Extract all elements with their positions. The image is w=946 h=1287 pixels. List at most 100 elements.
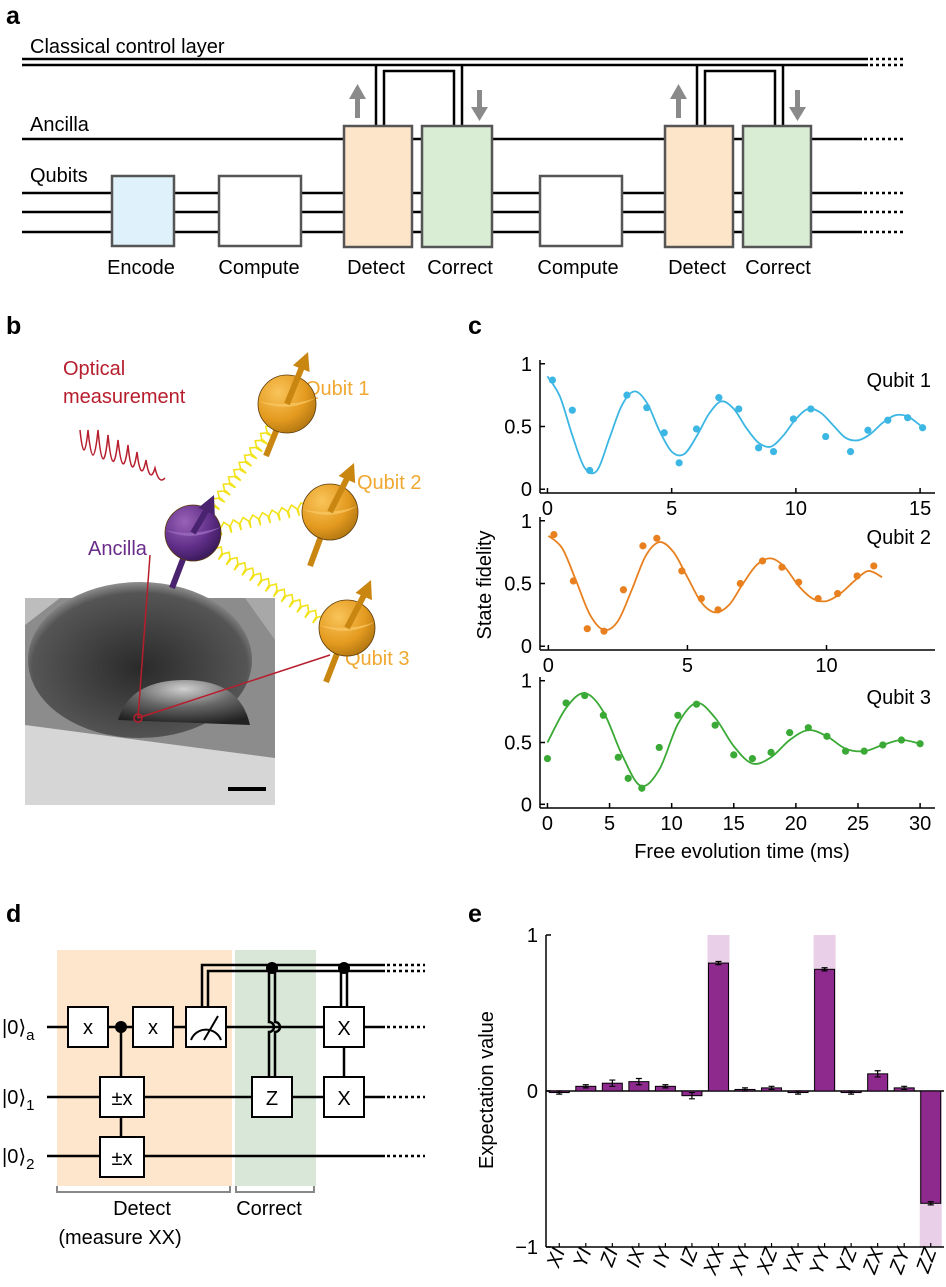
data-point <box>623 391 631 399</box>
bracket <box>56 1186 231 1193</box>
gate-label: x <box>83 1017 93 1039</box>
data-point <box>624 774 632 782</box>
x-tick-label: YX <box>779 1245 809 1278</box>
control-dot <box>266 962 278 974</box>
data-point <box>789 415 797 423</box>
panel-labels: a b c d e <box>6 2 482 928</box>
ket-text: |0⟩ <box>2 1017 26 1039</box>
data-point <box>653 534 661 542</box>
error-bar <box>901 1085 908 1091</box>
detect-note: (measure XX) <box>58 1227 181 1249</box>
data-point <box>778 563 786 571</box>
data-point <box>822 432 830 441</box>
data-point <box>735 405 743 413</box>
series-label: Qubit 2 <box>867 527 931 549</box>
arrow <box>471 107 488 121</box>
y-tick-label: 1 <box>521 671 532 693</box>
data-point <box>884 416 892 424</box>
data-point <box>879 741 887 749</box>
y-tick-label: 0 <box>527 1081 538 1103</box>
data-point <box>916 740 924 748</box>
y-tick-label: 0 <box>521 636 532 658</box>
qubit-label: Qubit 1 <box>305 378 369 400</box>
spin-arrow <box>284 362 307 406</box>
spin-arrow <box>327 472 352 514</box>
box-label: Correct <box>745 257 811 279</box>
box-label: Encode <box>107 257 175 279</box>
data-point <box>643 404 651 412</box>
data-point <box>897 736 906 744</box>
gate <box>323 1006 365 1048</box>
ancilla-label: Ancilla <box>88 538 148 560</box>
spin-head <box>355 580 372 601</box>
data-point <box>675 459 683 467</box>
x-tick-label: 30 <box>909 813 931 835</box>
data-point <box>758 557 767 565</box>
error-bar <box>821 967 828 972</box>
error-bar <box>715 960 722 966</box>
error-bar <box>768 1085 775 1091</box>
error-bar <box>582 1084 589 1089</box>
x-tick-label: XX <box>699 1245 729 1279</box>
x-tick-label: 0 <box>542 813 553 835</box>
panel-label: b <box>6 312 21 340</box>
data-point <box>674 711 682 719</box>
panel-label: e <box>468 900 482 928</box>
spin-band <box>302 506 358 515</box>
data-point <box>834 589 842 598</box>
box-label: Detect <box>668 257 726 279</box>
coupling <box>209 546 326 624</box>
panel-a: Classical control layer Ancilla Qubits E… <box>22 36 904 279</box>
error-bar <box>556 1090 563 1095</box>
data-point <box>755 444 763 452</box>
data-point <box>543 754 552 763</box>
box <box>342 124 414 249</box>
data-point <box>614 753 622 761</box>
data-point <box>730 751 738 759</box>
error-bar <box>635 1077 642 1086</box>
x-tick-label: 15 <box>909 498 931 520</box>
series-label: Qubit 3 <box>867 687 931 709</box>
meter-icon <box>190 1015 222 1041</box>
data-point <box>714 606 722 614</box>
gate-label: Z <box>266 1088 278 1110</box>
wire <box>703 69 777 126</box>
bar <box>920 1090 942 1204</box>
ket-text: |0⟩ <box>2 1087 26 1109</box>
x-tick-label: YI <box>569 1245 596 1271</box>
box <box>217 174 303 248</box>
data-point <box>715 394 723 402</box>
bracket <box>235 1186 315 1193</box>
x-tick-label: 5 <box>682 655 693 677</box>
data-point <box>548 376 557 384</box>
box <box>110 174 176 248</box>
data-point <box>711 721 719 729</box>
gate-label: x <box>148 1017 158 1039</box>
data-point <box>660 429 668 437</box>
data-point <box>904 414 912 422</box>
fit-line <box>547 535 883 632</box>
data-point <box>853 572 861 580</box>
pointer-dot <box>133 713 143 723</box>
gate <box>67 1006 109 1048</box>
ket-sub: 2 <box>26 1156 34 1173</box>
series-label: Qubit 1 <box>867 370 931 392</box>
gate-label: X <box>337 1088 350 1110</box>
arrow <box>676 96 681 118</box>
data-point <box>846 447 855 456</box>
optical-wave <box>79 429 166 481</box>
qubit-label: Qubit 2 <box>357 472 421 494</box>
data-point <box>638 784 646 792</box>
data-point <box>860 747 868 755</box>
spin-band <box>258 398 316 407</box>
data-point <box>767 748 775 756</box>
ket-sub: 1 <box>26 1097 34 1114</box>
x-tick-label: 20 <box>785 813 807 835</box>
sem-surface <box>25 725 275 805</box>
data-point <box>586 466 594 475</box>
x-tick-label: 0 <box>543 655 554 677</box>
x-tick-label: XZ <box>752 1244 782 1277</box>
correct-label: Correct <box>236 1198 302 1220</box>
x-tick-label: YZ <box>832 1244 862 1276</box>
